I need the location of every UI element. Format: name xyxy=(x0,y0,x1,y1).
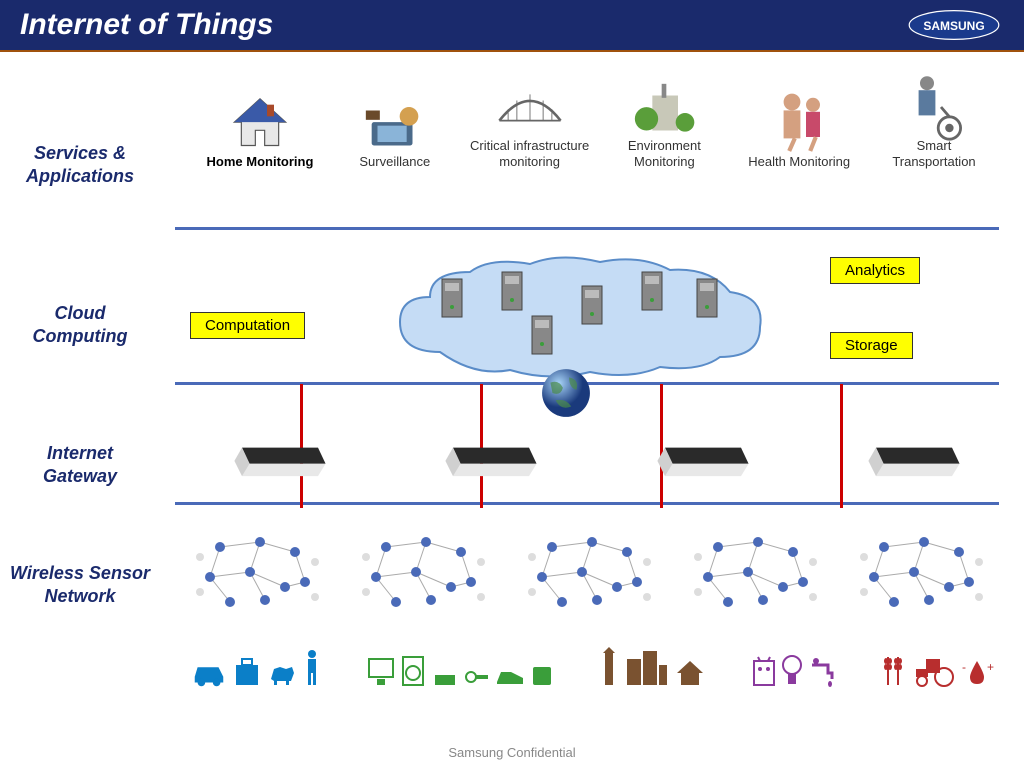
service-surveillance: Surveillance xyxy=(335,98,455,170)
svg-text:+: + xyxy=(987,660,994,674)
bulb-icon xyxy=(782,653,802,687)
transport-icon xyxy=(899,82,969,132)
service-label: Surveillance xyxy=(359,154,430,170)
wheat-icon xyxy=(880,651,906,687)
svg-text:SAMSUNG: SAMSUNG xyxy=(923,19,984,33)
layer-label-sensor: Wireless Sensor Network xyxy=(10,562,150,609)
gateway-device-icon xyxy=(653,440,753,478)
server-icon xyxy=(640,270,664,312)
health-icon xyxy=(764,98,834,148)
service-label: Environment Monitoring xyxy=(604,138,724,169)
house-icon xyxy=(225,98,295,148)
layer-label-services: Services & Applications xyxy=(10,142,150,189)
sensor-network-icon xyxy=(356,532,496,612)
page-title: Internet of Things xyxy=(20,8,273,42)
service-label: Critical infrastructure monitoring xyxy=(470,138,590,169)
service-home: Home Monitoring xyxy=(200,98,320,170)
sensor-row xyxy=(190,532,994,612)
faucet-icon xyxy=(808,657,834,687)
sensor-network-icon xyxy=(190,532,330,612)
layer-label-cloud: Cloud Computing xyxy=(10,302,150,349)
divider-3 xyxy=(175,502,999,505)
layer-label-gateway: Internet Gateway xyxy=(10,442,150,489)
service-health: Health Monitoring xyxy=(739,98,859,170)
tag-computation: Computation xyxy=(190,312,305,339)
server-icon xyxy=(440,277,464,319)
surveillance-icon xyxy=(360,98,430,148)
tower-icon xyxy=(599,645,619,687)
icon-group-green xyxy=(367,655,553,687)
divider-1 xyxy=(175,227,999,230)
house-small-icon xyxy=(675,659,705,687)
monitor-icon xyxy=(367,657,395,687)
dog-icon xyxy=(266,659,298,687)
car-icon xyxy=(190,659,228,687)
chair-icon xyxy=(431,657,459,687)
buildings-icon xyxy=(625,647,669,687)
tag-storage: Storage xyxy=(830,332,913,359)
gateway-device-icon xyxy=(441,440,541,478)
diagram-content: Services & Applications Cloud Computing … xyxy=(0,52,1024,732)
gateway-device-icon xyxy=(230,440,330,478)
bridge-icon xyxy=(495,82,565,132)
icon-group-brown xyxy=(599,645,705,687)
tractor-icon xyxy=(912,655,954,687)
service-infrastructure: Critical infrastructure monitoring xyxy=(470,82,590,169)
icon-group-blue xyxy=(190,649,320,687)
svg-text:-: - xyxy=(962,660,966,674)
outlet-icon xyxy=(752,655,776,687)
server-icon xyxy=(580,284,604,326)
drop-icon: -+ xyxy=(960,657,994,687)
device-icon-row: -+ xyxy=(190,627,994,687)
footer-text: Samsung Confidential xyxy=(0,745,1024,760)
sensor-network-icon xyxy=(688,532,828,612)
service-environment: Environment Monitoring xyxy=(604,82,724,169)
server-icon xyxy=(500,270,524,312)
sensor-network-icon xyxy=(854,532,994,612)
service-transport: Smart Transportation xyxy=(874,82,994,169)
gateway-device-icon xyxy=(864,440,964,478)
key-icon xyxy=(465,667,489,687)
washer-icon xyxy=(401,655,425,687)
service-label: Health Monitoring xyxy=(748,154,850,170)
icon-group-red: -+ xyxy=(880,651,994,687)
samsung-logo: SAMSUNG xyxy=(904,9,1004,41)
environment-icon xyxy=(629,82,699,132)
shoe-icon xyxy=(495,667,525,687)
server-icon xyxy=(695,277,719,319)
briefcase-icon xyxy=(234,655,260,687)
icon-group-purple xyxy=(752,653,834,687)
services-row: Home Monitoring Surveillance Critical in… xyxy=(200,82,994,169)
person-icon xyxy=(304,649,320,687)
tag-analytics: Analytics xyxy=(830,257,920,284)
globe-icon xyxy=(540,367,592,419)
service-label: Smart Transportation xyxy=(874,138,994,169)
sensor-network-icon xyxy=(522,532,662,612)
wallet-icon xyxy=(531,661,553,687)
server-icon xyxy=(530,314,554,356)
gateway-row xyxy=(230,440,964,478)
service-label: Home Monitoring xyxy=(207,154,314,170)
header: Internet of Things SAMSUNG xyxy=(0,0,1024,52)
